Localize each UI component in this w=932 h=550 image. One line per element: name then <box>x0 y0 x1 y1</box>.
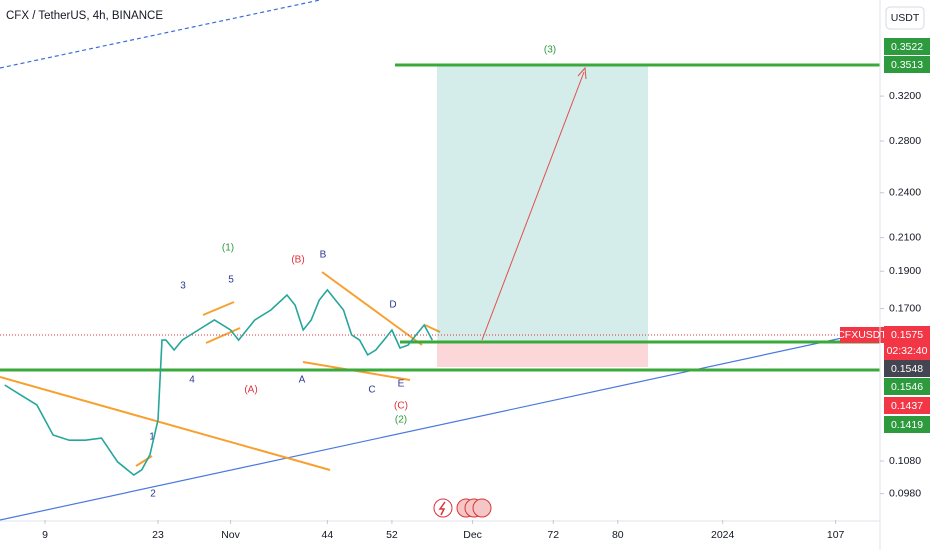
wave-label: 2 <box>150 489 156 500</box>
wave-label: (1) <box>222 243 234 254</box>
wave-label: (B) <box>291 255 304 266</box>
flash-icon[interactable] <box>433 498 453 518</box>
price-line <box>4 288 434 476</box>
support-trendline <box>0 337 843 521</box>
projection-arrow <box>481 71 585 341</box>
wave-label: (C) <box>394 401 408 412</box>
x-tick-label: 9 <box>42 529 48 541</box>
wave-label: (A) <box>244 385 257 396</box>
orange-wedge <box>321 271 423 346</box>
wave-label: 3 <box>180 281 186 292</box>
y-tick-label: 0.2400 <box>889 187 921 199</box>
price-tag-text: 0.3513 <box>891 59 923 71</box>
x-tick-label: 2024 <box>711 529 735 541</box>
orange-flag <box>135 455 153 467</box>
price-tag-text: 0.1419 <box>891 419 923 431</box>
price-tag-text: 0.3522 <box>891 41 923 53</box>
wave-label: C <box>368 385 375 396</box>
wave-label: 1 <box>149 432 155 443</box>
orange-flag <box>202 301 235 316</box>
price-tag <box>884 56 930 73</box>
symbol-tag-text: CFXUSDT <box>837 329 887 341</box>
event-icon[interactable] <box>472 498 492 518</box>
flash-glyph <box>438 501 446 516</box>
y-tick-label: 0.0980 <box>889 487 921 499</box>
wave-label: B <box>320 250 327 261</box>
y-tick-label: 0.1080 <box>889 455 921 467</box>
price-tag <box>884 326 930 360</box>
stop-zone <box>437 342 648 367</box>
arrow-head <box>577 66 587 80</box>
target-zone <box>437 65 648 342</box>
y-tick-label: 0.3200 <box>889 90 921 102</box>
orange-flag <box>205 327 241 344</box>
x-tick-label: 52 <box>386 529 398 541</box>
y-tick-label: 0.1700 <box>889 302 921 314</box>
x-tick-label: Dec <box>463 529 482 541</box>
orange-flag <box>424 324 441 333</box>
price-tag-text: 0.1546 <box>891 381 923 393</box>
price-tag <box>884 416 930 433</box>
x-tick-label: 107 <box>827 529 845 541</box>
x-tick-label: 23 <box>152 529 164 541</box>
x-tick-label: Nov <box>221 529 240 541</box>
price-tag-text: 0.1437 <box>891 400 923 412</box>
y-tick-label: 0.2100 <box>889 231 921 243</box>
countdown: 02:32:40 <box>887 345 928 357</box>
price-tag <box>884 378 930 395</box>
y-tick-label: 0.1900 <box>889 265 921 277</box>
price-tag-text: 0.1548 <box>891 363 923 375</box>
price-tag-text: 0.1575 <box>891 329 923 341</box>
wave-label: E <box>398 379 405 390</box>
wave-label: (2) <box>395 415 407 426</box>
wave-label: A <box>299 375 306 386</box>
currency-label: USDT <box>891 12 920 24</box>
x-tick-label: 44 <box>322 529 334 541</box>
orange-trendline <box>0 376 331 471</box>
symbol-tag <box>840 327 884 343</box>
wave-label: 4 <box>189 375 195 386</box>
symbol-title: CFX / TetherUS, 4h, BINANCE <box>6 10 163 22</box>
x-tick-label: 80 <box>612 529 624 541</box>
wave-label: D <box>389 300 396 311</box>
price-tag <box>884 360 930 377</box>
currency-button[interactable] <box>885 6 925 30</box>
x-tick-label: 72 <box>547 529 559 541</box>
wave-label: (3) <box>544 45 556 56</box>
price-tag <box>884 38 930 55</box>
wave-label: 5 <box>228 275 234 286</box>
price-tag <box>884 397 930 414</box>
dashed-trendline <box>0 0 321 69</box>
y-tick-label: 0.2800 <box>889 135 921 147</box>
